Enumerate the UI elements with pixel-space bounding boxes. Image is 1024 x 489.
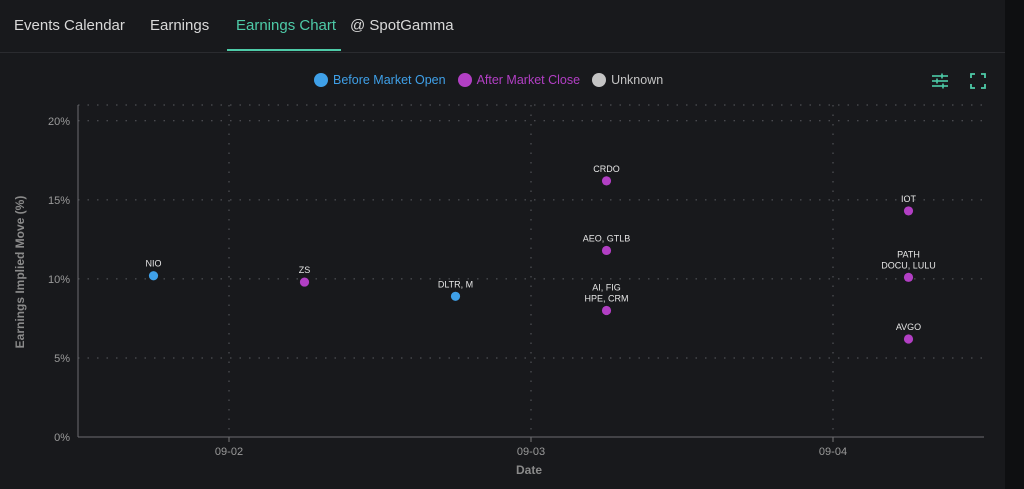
y-tick-label: 15%: [48, 195, 70, 207]
legend-label-unknown: Unknown: [611, 73, 664, 87]
x-tick-label: 09-04: [819, 446, 847, 458]
y-axis-title: Earnings Implied Move (%): [13, 196, 27, 349]
legend-label-before: Before Market Open: [333, 73, 446, 87]
data-point: [601, 305, 612, 316]
y-tick-label: 0%: [54, 432, 70, 444]
x-tick-label: 09-02: [215, 446, 243, 458]
expand-icon[interactable]: [969, 72, 987, 90]
data-label: IOT: [901, 194, 917, 204]
tab-events-calendar[interactable]: Events Calendar: [14, 17, 125, 34]
legend-item-after-market-close[interactable]: After Market Close: [457, 73, 581, 87]
data-point: [601, 176, 612, 186]
legend-dot-unknown: [592, 73, 607, 87]
y-tick-label: 10%: [48, 274, 70, 286]
legend-label-after: After Market Close: [476, 73, 581, 87]
chart-legend: Before Market Open After Market Close Un…: [314, 71, 663, 89]
data-label: NIO: [145, 259, 161, 269]
data-point: [903, 334, 914, 344]
data-point: [450, 291, 461, 301]
data-point: [601, 245, 612, 256]
data-label: AI, FIG: [592, 283, 621, 293]
legend-item-before-market-open[interactable]: Before Market Open: [314, 73, 446, 87]
tab-earnings-chart[interactable]: Earnings Chart: [236, 17, 337, 34]
data-point: [903, 272, 914, 282]
data-label: HPE, CRM: [584, 294, 628, 304]
y-tick-label: 5%: [54, 353, 70, 365]
data-label: DOCU, LULU: [881, 260, 936, 270]
data-label: CRDO: [593, 164, 620, 174]
data-point: [903, 206, 914, 216]
data-point: [148, 271, 159, 281]
scrollbar-track[interactable]: [1005, 0, 1024, 489]
legend-item-unknown[interactable]: Unknown: [592, 73, 663, 87]
legend-dot-before: [314, 73, 328, 87]
tab-bar: Events Calendar Earnings Earnings Chart …: [0, 0, 1005, 53]
data-label: ZS: [299, 265, 311, 275]
y-tick-label: 20%: [48, 116, 70, 128]
data-label: PATH: [897, 249, 920, 259]
x-axis-title: Date: [516, 463, 542, 477]
tab-earnings[interactable]: Earnings: [150, 17, 210, 34]
data-point: [299, 277, 310, 287]
data-label: AEO, GTLB: [583, 233, 631, 243]
sliders-icon[interactable]: [931, 72, 949, 90]
active-tab-indicator: [227, 49, 341, 51]
chart-grid: [78, 104, 984, 437]
data-label: AVGO: [896, 322, 921, 332]
data-label: DLTR, M: [438, 279, 473, 289]
x-tick-label: 09-03: [517, 446, 545, 458]
chart-axes: 0% 5% 10% 15% 20% 09-02 09-03 09-04: [48, 105, 984, 458]
tab-spotgamma[interactable]: @ SpotGamma: [350, 17, 454, 34]
legend-dot-after: [457, 73, 472, 87]
